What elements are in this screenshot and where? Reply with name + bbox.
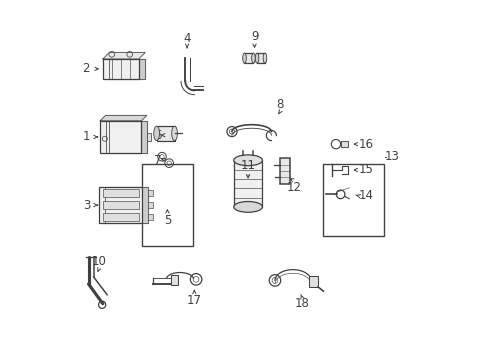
Ellipse shape — [233, 202, 262, 212]
Bar — [102, 59, 139, 79]
Polygon shape — [105, 121, 146, 153]
Bar — [156, 126, 174, 140]
Text: 16: 16 — [358, 138, 373, 150]
Text: 13: 13 — [384, 150, 399, 163]
Ellipse shape — [242, 53, 246, 63]
Text: 3: 3 — [83, 199, 90, 212]
Bar — [102, 189, 139, 197]
Bar — [279, 158, 290, 184]
Bar — [147, 190, 152, 196]
Text: 14: 14 — [358, 189, 373, 202]
Ellipse shape — [153, 126, 159, 140]
Bar — [340, 141, 348, 147]
Ellipse shape — [255, 53, 258, 63]
Text: 18: 18 — [294, 297, 309, 310]
Bar — [146, 134, 151, 140]
Polygon shape — [104, 187, 147, 223]
Text: 9: 9 — [250, 30, 258, 43]
Bar — [100, 121, 141, 153]
Text: 1: 1 — [83, 130, 90, 144]
Bar — [147, 202, 152, 208]
Text: 11: 11 — [240, 159, 255, 172]
Ellipse shape — [171, 126, 177, 140]
Text: 15: 15 — [358, 163, 373, 176]
Text: 7: 7 — [154, 154, 161, 167]
Ellipse shape — [251, 53, 255, 63]
Bar — [233, 160, 262, 207]
Bar — [308, 276, 317, 287]
Bar — [257, 53, 264, 63]
Ellipse shape — [263, 53, 266, 63]
Bar — [171, 275, 178, 285]
Ellipse shape — [233, 155, 262, 166]
Text: 2: 2 — [82, 62, 90, 75]
Bar — [102, 201, 139, 210]
Polygon shape — [100, 116, 146, 121]
Bar — [147, 214, 152, 220]
Bar — [99, 187, 142, 223]
Bar — [142, 164, 192, 246]
Polygon shape — [102, 53, 145, 59]
Text: 12: 12 — [286, 181, 301, 194]
Bar — [244, 53, 253, 63]
Bar — [323, 164, 384, 235]
Text: 4: 4 — [183, 32, 190, 45]
Text: 8: 8 — [276, 98, 284, 111]
Text: 6: 6 — [154, 129, 161, 142]
Text: 17: 17 — [186, 294, 202, 307]
Bar — [102, 213, 139, 221]
Polygon shape — [109, 59, 145, 79]
Text: 10: 10 — [92, 255, 106, 268]
Text: 5: 5 — [163, 214, 171, 227]
